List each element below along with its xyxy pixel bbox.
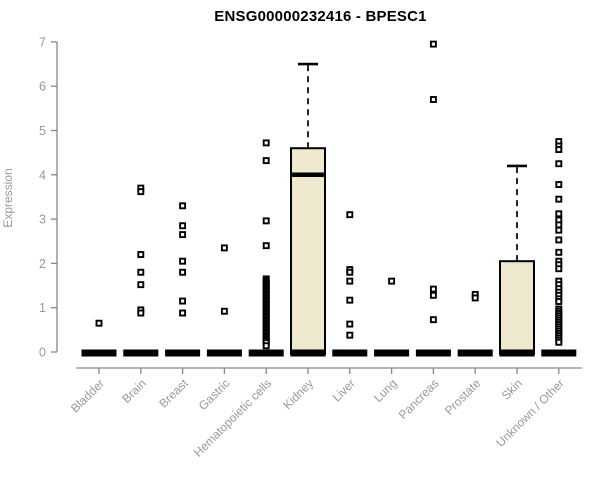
box bbox=[499, 260, 535, 355]
x-category-label: Liver bbox=[330, 376, 358, 404]
outlier-point bbox=[429, 40, 437, 48]
outlier-point bbox=[346, 296, 354, 304]
x-category-label: Brain bbox=[119, 376, 149, 406]
outlier-point bbox=[262, 139, 270, 147]
outlier-point bbox=[555, 265, 563, 273]
zero-box bbox=[374, 349, 410, 357]
outlier-point bbox=[137, 281, 145, 289]
outlier-point bbox=[220, 307, 228, 315]
outlier-point bbox=[179, 309, 187, 317]
outlier-point bbox=[179, 257, 187, 265]
y-tick-label: 6 bbox=[39, 80, 46, 94]
y-tick-label: 1 bbox=[39, 301, 46, 315]
outlier-point bbox=[262, 342, 270, 350]
zero-box bbox=[123, 349, 159, 357]
x-category-label: Bladder bbox=[68, 376, 107, 415]
outlier-point bbox=[555, 160, 563, 168]
outlier-point bbox=[429, 291, 437, 299]
outlier-point bbox=[388, 277, 396, 285]
outlier-point bbox=[262, 217, 270, 225]
x-category-label: Prostate bbox=[442, 376, 484, 418]
x-category-label: Kidney bbox=[280, 376, 316, 412]
outlier-point bbox=[262, 157, 270, 165]
outlier-point bbox=[179, 297, 187, 305]
outlier-point bbox=[555, 146, 563, 153]
y-tick-label: 2 bbox=[39, 257, 46, 271]
outlier-point bbox=[262, 242, 270, 250]
zero-box bbox=[165, 349, 201, 357]
y-tick-label: 0 bbox=[39, 346, 46, 360]
outlier-point bbox=[555, 338, 563, 346]
zero-box bbox=[290, 349, 326, 357]
y-tick-label: 3 bbox=[39, 213, 46, 227]
outlier-point bbox=[555, 236, 563, 244]
x-category-label: Gastric bbox=[196, 376, 233, 413]
outlier-point bbox=[346, 331, 354, 339]
outlier-point bbox=[429, 316, 437, 324]
outlier-point bbox=[137, 251, 145, 258]
x-category-label: Skin bbox=[499, 376, 525, 402]
outlier-point bbox=[179, 231, 187, 239]
chart-title: ENSG00000232416 - BPESC1 bbox=[214, 8, 427, 25]
outlier-point bbox=[346, 320, 354, 328]
outlier-point bbox=[429, 96, 437, 103]
zero-box bbox=[499, 349, 535, 357]
outlier-point bbox=[555, 210, 563, 218]
outlier-point bbox=[137, 268, 145, 276]
outlier-point bbox=[179, 222, 187, 230]
zero-box bbox=[206, 349, 242, 357]
outlier-point bbox=[137, 188, 145, 196]
zero-box bbox=[81, 349, 117, 357]
outlier-point bbox=[179, 268, 187, 276]
outlier-point bbox=[429, 285, 437, 293]
outlier-point bbox=[555, 248, 563, 256]
x-category-label: Lung bbox=[371, 376, 400, 405]
outlier-point bbox=[346, 211, 354, 219]
outlier-point bbox=[220, 244, 228, 252]
outlier-point bbox=[346, 277, 354, 285]
x-category-label: Pancreas bbox=[396, 376, 442, 422]
outlier-point bbox=[346, 268, 354, 276]
y-tick-label: 4 bbox=[39, 168, 46, 182]
zero-box bbox=[415, 349, 451, 357]
outlier-point bbox=[95, 319, 103, 327]
x-category-label: Breast bbox=[156, 376, 191, 411]
outlier-point bbox=[555, 181, 563, 188]
box bbox=[290, 147, 326, 355]
y-tick-label: 5 bbox=[39, 124, 46, 138]
outlier-point bbox=[471, 294, 479, 302]
y-tick-label: 7 bbox=[39, 35, 46, 49]
outlier-point bbox=[555, 221, 563, 229]
outlier-point bbox=[137, 309, 145, 317]
zero-box bbox=[248, 349, 284, 357]
zero-box bbox=[541, 349, 577, 357]
zero-box bbox=[332, 349, 368, 357]
zero-box bbox=[457, 349, 493, 357]
x-category-label: Hematopoietic cells bbox=[191, 376, 274, 459]
outlier-point bbox=[555, 298, 563, 305]
outlier-point bbox=[555, 195, 563, 203]
outlier-point bbox=[555, 226, 563, 234]
outlier-point bbox=[179, 202, 187, 210]
